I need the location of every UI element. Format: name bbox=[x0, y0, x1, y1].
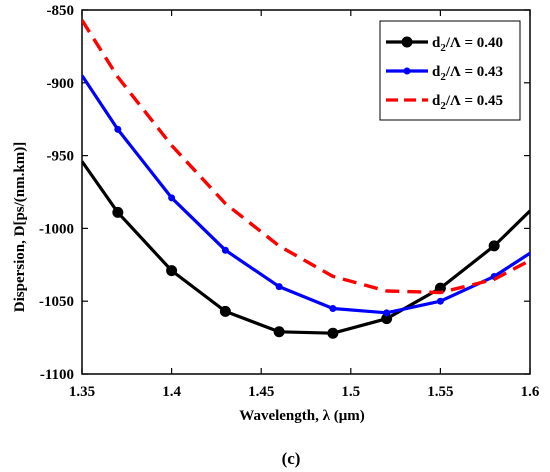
series-line-3 bbox=[82, 19, 530, 295]
y-tick-label: -950 bbox=[47, 149, 75, 165]
data-point bbox=[381, 313, 393, 325]
x-tick-label: 1.45 bbox=[248, 384, 274, 400]
data-point bbox=[168, 194, 176, 202]
axes: 1.35 1.4 1.45 1.5 1.55 1.6 -1100 -1050 -1000 -950… bbox=[39, 3, 540, 400]
data-point bbox=[273, 326, 285, 338]
y-tick-label: -1050 bbox=[39, 294, 74, 310]
data-point bbox=[221, 246, 229, 254]
x-tick-label: 1.5 bbox=[341, 384, 360, 400]
legend-entry-1: d2/Λ = 0.40 bbox=[386, 35, 503, 54]
series-3 bbox=[82, 19, 530, 295]
legend-entry-3: d2/Λ = 0.45 bbox=[386, 93, 503, 112]
y-tick-label: -1100 bbox=[40, 367, 74, 383]
legend-marker bbox=[403, 67, 411, 75]
series-line-1 bbox=[82, 160, 530, 335]
legend-label: d2/Λ = 0.40 bbox=[432, 35, 503, 54]
series-layer bbox=[82, 19, 530, 339]
series-2 bbox=[82, 74, 530, 317]
legend-label: d2/Λ = 0.43 bbox=[432, 64, 503, 83]
data-point bbox=[436, 297, 444, 305]
x-tick-label: 1.4 bbox=[162, 384, 181, 400]
data-point bbox=[488, 240, 500, 252]
legend-entry-2: d2/Λ = 0.43 bbox=[386, 64, 503, 83]
x-axis-label: Wavelength, λ (μm) bbox=[239, 408, 364, 424]
x-tick-label: 1.35 bbox=[69, 384, 95, 400]
data-point bbox=[329, 304, 337, 312]
y-tick-label: -1000 bbox=[39, 221, 74, 237]
data-point bbox=[327, 327, 339, 339]
figure-caption: (c) bbox=[282, 449, 301, 468]
x-tick-label: 1.6 bbox=[521, 384, 540, 400]
data-point bbox=[383, 309, 391, 317]
legend: d2/Λ = 0.40 d2/Λ = 0.43 d2/Λ = 0.45 bbox=[379, 20, 521, 121]
y-tick-label: -850 bbox=[47, 3, 75, 19]
legend-label: d2/Λ = 0.45 bbox=[432, 93, 503, 112]
data-point bbox=[275, 283, 283, 291]
plot-frame bbox=[81, 9, 531, 375]
data-point bbox=[219, 305, 231, 317]
data-point bbox=[114, 125, 122, 133]
legend-marker bbox=[401, 36, 413, 48]
y-axis-label: Dispersion, D[ps/(nm.km)] bbox=[12, 142, 28, 312]
y-tick-label: -900 bbox=[47, 76, 75, 92]
data-point bbox=[112, 206, 124, 218]
data-point bbox=[166, 265, 178, 277]
series-line-2 bbox=[82, 74, 530, 315]
series-1 bbox=[82, 160, 530, 339]
x-tick-label: 1.55 bbox=[427, 384, 453, 400]
